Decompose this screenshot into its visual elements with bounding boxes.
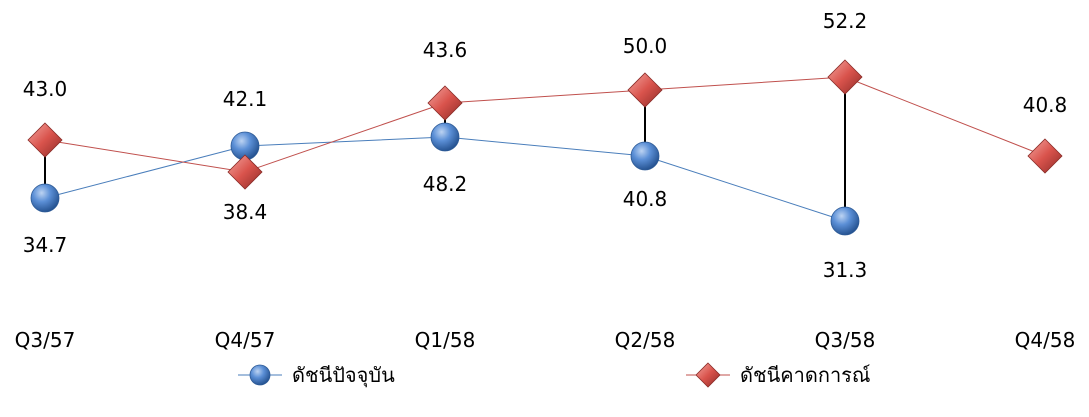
legend-marker-current <box>249 364 271 386</box>
data-label-expected: 40.8 <box>1023 93 1068 117</box>
legend-item-expected: ดัชนีคาดการณ์ <box>686 362 870 388</box>
legend-label-expected: ดัชนีคาดการณ์ <box>740 363 870 387</box>
series-markers <box>27 59 1063 236</box>
legend-marker-expected <box>695 362 721 388</box>
data-label-expected: 50.0 <box>623 34 668 58</box>
legend: ดัชนีปัจจุบัน ดัชนีคาดการณ์ <box>238 362 870 388</box>
category-label: Q4/57 <box>215 328 276 352</box>
marker-current <box>430 122 460 152</box>
data-label-expected: 52.2 <box>823 9 868 33</box>
marker-expected <box>1027 138 1063 174</box>
data-label-current: 42.1 <box>223 87 268 111</box>
category-label: Q1/58 <box>415 328 476 352</box>
legend-label-current: ดัชนีปัจจุบัน <box>292 363 395 388</box>
legend-item-current: ดัชนีปัจจุบัน <box>238 363 395 388</box>
marker-expected <box>827 59 863 95</box>
marker-current <box>830 206 860 236</box>
data-label-current: 34.7 <box>23 233 68 257</box>
data-label-current: 48.2 <box>423 172 468 196</box>
series-lines <box>44 76 1046 222</box>
data-label-expected: 43.0 <box>23 77 68 101</box>
data-label-current: 31.3 <box>823 258 868 282</box>
category-label: Q4/58 <box>1015 328 1076 352</box>
data-label-expected: 38.4 <box>223 200 268 224</box>
marker-expected <box>27 122 63 158</box>
data-labels: 34.7 42.1 48.2 40.8 31.3 43.0 38.4 43.6 50.0 52.2… <box>23 9 1068 282</box>
marker-expected <box>227 154 263 190</box>
marker-current <box>630 141 660 171</box>
data-label-current: 40.8 <box>623 187 668 211</box>
series-line-expected <box>44 76 1046 173</box>
marker-expected <box>627 72 663 108</box>
category-label: Q2/58 <box>615 328 676 352</box>
marker-current <box>30 183 60 213</box>
category-labels: Q3/57 Q4/57 Q1/58 Q2/58 Q3/58 Q4/58 <box>15 328 1076 352</box>
data-label-expected: 43.6 <box>423 38 468 62</box>
category-label: Q3/57 <box>15 328 76 352</box>
marker-expected <box>427 85 463 121</box>
category-label: Q3/58 <box>815 328 876 352</box>
